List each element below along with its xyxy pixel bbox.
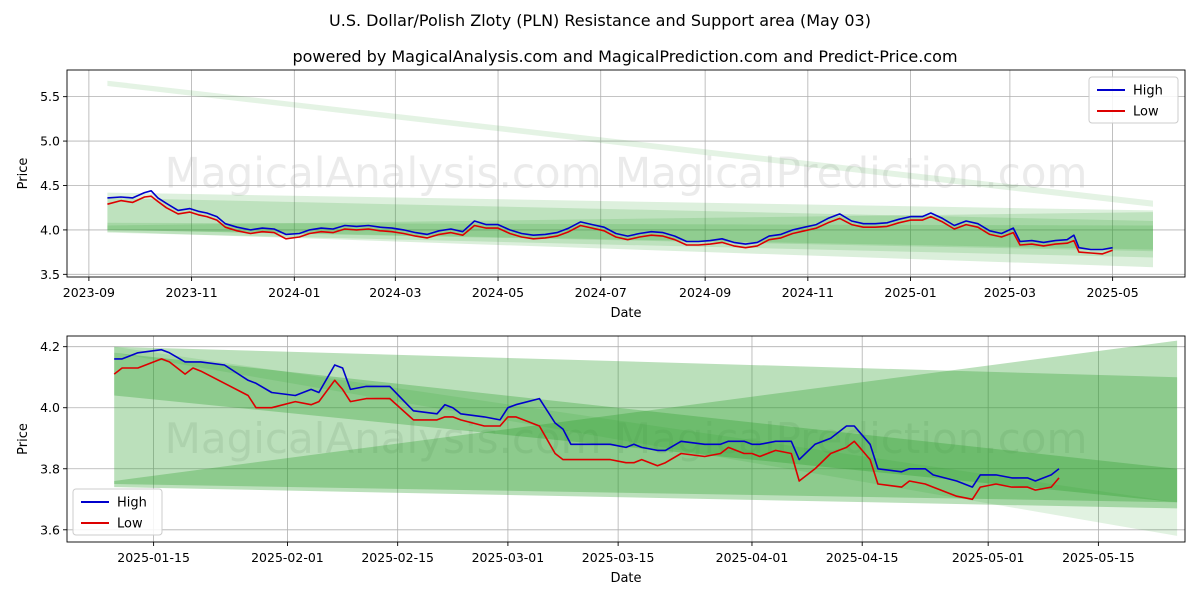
y-tick-label: 4.0 [40, 400, 60, 415]
y-tick-label: 4.2 [40, 339, 60, 354]
band-area [114, 352, 1178, 503]
x-tick-label: 2025-05-15 [1062, 550, 1135, 565]
watermark-text: MagicalAnalysis.com MagicalPrediction.co… [165, 414, 1088, 463]
x-tick-label: 2025-04-01 [716, 550, 789, 565]
x-tick-label: 2025-05 [1086, 285, 1138, 300]
plot-area [67, 336, 1185, 542]
x-tick-label: 2024-05 [472, 285, 524, 300]
y-tick-label: 5.5 [40, 89, 60, 104]
chart-title: U.S. Dollar/Polish Zloty (PLN) Resistanc… [329, 11, 871, 30]
legend: High Low [1088, 76, 1179, 124]
band-area [107, 197, 1153, 252]
y-tick-label: 3.5 [40, 267, 60, 282]
x-tick-label: 2025-01-15 [117, 550, 190, 565]
x-tick-label: 2023-09 [63, 285, 115, 300]
x-tick-label: 2024-01 [268, 285, 320, 300]
band-area [114, 346, 1178, 536]
y-tick-label: 4.0 [40, 222, 60, 237]
x-tick-label: 2025-05-01 [952, 550, 1025, 565]
y-tick-label: 4.5 [40, 178, 60, 193]
x-tick-label: 2024-11 [782, 285, 834, 300]
legend: High Low [72, 488, 163, 536]
bottom-panel: MagicalAnalysis.com MagicalPrediction.co… [16, 335, 1186, 586]
chart-subtitle: powered by MagicalAnalysis.com and Magic… [292, 47, 957, 66]
x-tick-label: 2025-02-15 [361, 550, 434, 565]
top-panel: MagicalAnalysis.com MagicalPrediction.co… [16, 69, 1186, 321]
x-tick-label: 2023-11 [165, 285, 217, 300]
y-tick-label: 3.8 [40, 461, 60, 476]
series-line-high [114, 348, 1060, 488]
legend-label-low: Low [1133, 105, 1159, 120]
x-tick-label: 2025-03 [984, 285, 1036, 300]
y-axis-title: Price [16, 158, 31, 190]
y-tick-label: 3.6 [40, 522, 60, 537]
x-tick-label: 2024-03 [369, 285, 421, 300]
series-line-low [113, 358, 1060, 501]
band-area [107, 192, 1153, 258]
x-tick-label: 2025-03-01 [472, 550, 545, 565]
watermark-text: MagicalAnalysis.com MagicalPrediction.co… [165, 149, 1088, 198]
x-tick-label: 2024-07 [575, 285, 627, 300]
y-tick-label: 5.0 [40, 134, 60, 149]
band-area [114, 340, 1178, 509]
axes-frame [66, 335, 1186, 543]
plot-area [67, 70, 1185, 277]
series-line-low [107, 195, 1113, 255]
band-area [107, 222, 1153, 268]
axes-frame [66, 69, 1186, 278]
x-tick-label: 2025-03-15 [582, 550, 655, 565]
x-axis-title: Date [610, 306, 641, 321]
x-tick-label: 2025-02-01 [251, 550, 324, 565]
band-area [107, 80, 1153, 207]
series-line-high [107, 190, 1113, 251]
x-axis-title: Date [610, 571, 641, 586]
legend-label-low: Low [117, 517, 143, 532]
x-tick-label: 2025-01 [884, 285, 936, 300]
legend-label-high: High [117, 496, 147, 511]
x-tick-label: 2025-04-15 [826, 550, 899, 565]
y-axis-title: Price [16, 423, 31, 455]
legend-label-high: High [1133, 84, 1163, 99]
x-tick-label: 2024-09 [679, 285, 731, 300]
